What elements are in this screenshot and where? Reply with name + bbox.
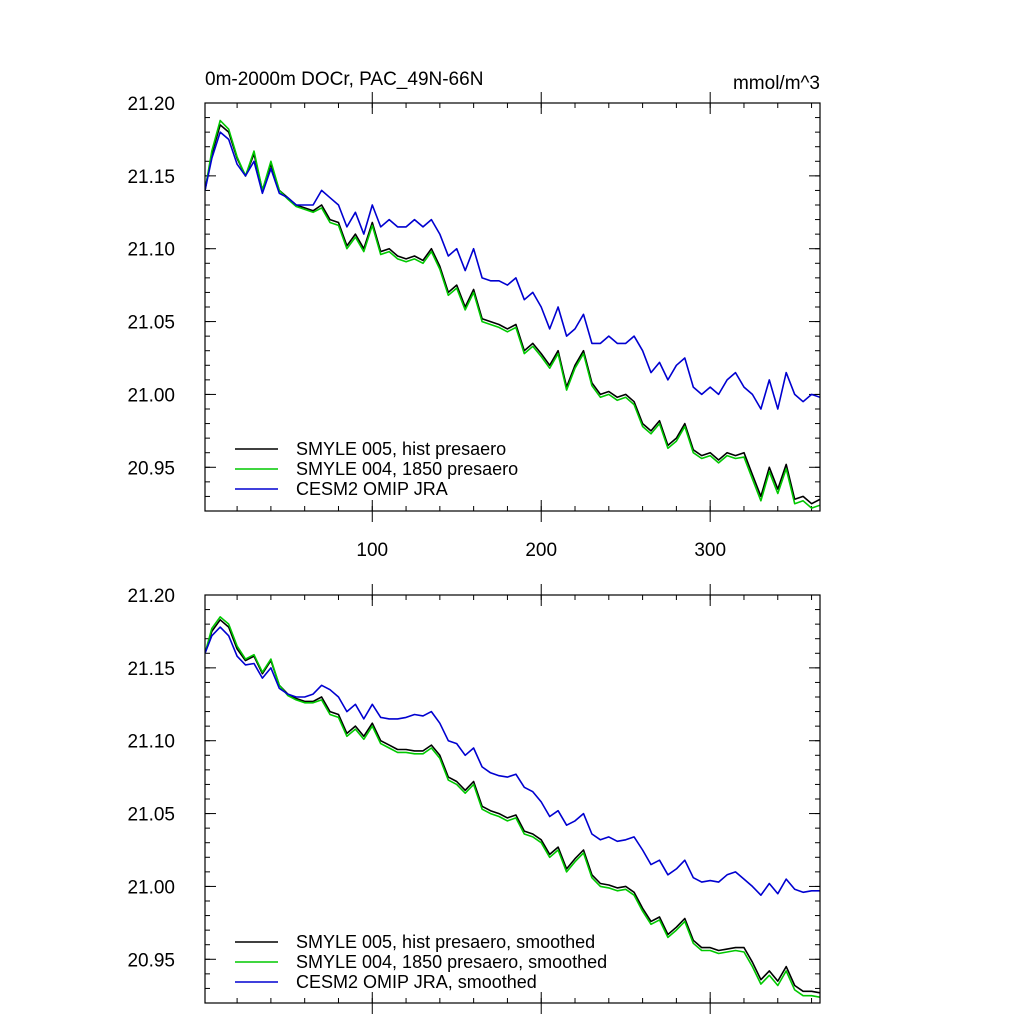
bottom-y-tick-label: 21.00	[127, 877, 175, 898]
bottom-legend-label-2: SMYLE 004, 1850 presaero, smoothed	[296, 952, 607, 972]
bottom-y-tick-label: 21.20	[127, 586, 175, 607]
bottom-y-tick-label: 20.95	[127, 950, 175, 971]
top-y-tick-label: 21.20	[127, 94, 175, 115]
bottom-y-tick-label: 21.05	[127, 805, 175, 826]
top-series-line-2	[205, 119, 820, 509]
top-legend-label-3: CESM2 OMIP JRA	[296, 479, 448, 499]
bottom-y-tick-label: 21.10	[127, 732, 175, 753]
top-panel: 21.20 21.15 21.10 21.05 21.00 20.95 100 200 300 0…	[127, 69, 821, 561]
top-series-line-1	[205, 124, 820, 505]
bottom-series-line-1	[205, 618, 820, 994]
top-y-tick-label: 21.00	[127, 385, 175, 406]
top-y-tick-label: 21.10	[127, 240, 175, 261]
bottom-plot-frame	[204, 594, 821, 1004]
bottom-y-tick-label: 21.15	[127, 659, 175, 680]
top-y-tick-label: 21.05	[127, 313, 175, 334]
top-chart-title: 0m-2000m DOCr, PAC_49N-66N	[205, 69, 483, 90]
top-plot-frame	[204, 102, 821, 512]
bottom-panel: 21.20 21.15 21.10 21.05 21.00 20.95 SMYLE 005,…	[127, 584, 821, 1014]
top-units-label: mmol/m^3	[733, 73, 820, 94]
top-x-tick-label: 200	[525, 540, 557, 561]
top-series-line-3	[205, 131, 820, 410]
top-legend-label-2: SMYLE 004, 1850 presaero	[296, 459, 518, 479]
top-x-tick-label: 100	[356, 540, 388, 561]
top-legend-label-1: SMYLE 005, hist presaero	[296, 439, 506, 459]
top-y-tick-label: 21.15	[127, 167, 175, 188]
top-x-tick-label: 300	[694, 540, 726, 561]
bottom-legend-label-1: SMYLE 005, hist presaero, smoothed	[296, 932, 595, 952]
bottom-series-line-3	[205, 626, 820, 897]
bottom-legend-label-3: CESM2 OMIP JRA, smoothed	[296, 972, 537, 992]
top-y-tick-label: 20.95	[127, 458, 175, 479]
bottom-series-line-2	[205, 616, 820, 998]
